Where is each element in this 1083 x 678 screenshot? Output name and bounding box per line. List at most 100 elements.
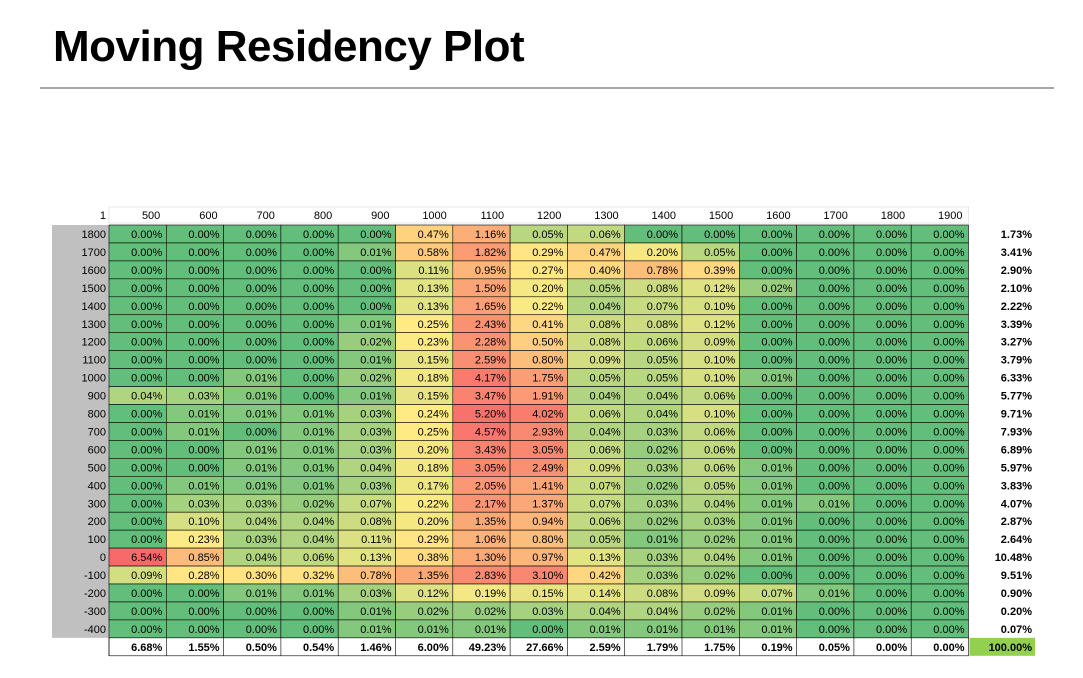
cell-value: 0.01% (246, 373, 277, 385)
cell-value: 0.00% (131, 373, 162, 385)
cell-value: 0.32% (303, 570, 334, 582)
cell-value: 0.01% (303, 462, 334, 474)
cell-value: 0.04% (647, 606, 678, 618)
cell-value: 0.00% (933, 498, 964, 510)
cell-value: 0.25% (418, 319, 449, 331)
row-label-1400: 1400 (82, 301, 106, 313)
row-total--200: 0.90% (1001, 588, 1032, 600)
cell-value: 0.01% (246, 480, 277, 492)
cell-value: 0.01% (360, 391, 391, 403)
cell-value: 0.00% (360, 301, 391, 313)
cell-value: 0.00% (819, 355, 850, 367)
cell-value: 0.29% (418, 534, 449, 546)
row-total-200: 2.87% (1001, 516, 1032, 528)
cell-value: 3.05% (532, 444, 563, 456)
cell-value: 0.00% (761, 337, 792, 349)
cell-value: 1.35% (418, 570, 449, 582)
cell-value: 0.85% (188, 552, 219, 564)
grand-total: 100.00% (989, 642, 1033, 654)
cell-value: 0.04% (246, 552, 277, 564)
cell-value: 0.03% (360, 409, 391, 421)
cell-value: 0.00% (761, 409, 792, 421)
cell-value: 0.04% (589, 301, 620, 313)
cell-value: 0.00% (876, 247, 907, 259)
cell-value: 0.00% (131, 426, 162, 438)
cell-value: 0.78% (647, 265, 678, 277)
cell-value: 0.00% (246, 337, 277, 349)
cell-value: 0.14% (589, 588, 620, 600)
row-label-100: 100 (88, 534, 106, 546)
cell-value: 0.03% (647, 570, 678, 582)
cell-value: 0.01% (761, 373, 792, 385)
cell-value: 0.06% (589, 229, 620, 241)
row-label--300: -300 (84, 606, 106, 618)
cell-value: 4.02% (532, 409, 563, 421)
row-label-800: 800 (88, 409, 106, 421)
cell-value: 0.13% (360, 552, 391, 564)
cell-value: 0.25% (418, 426, 449, 438)
cell-value: 0.08% (647, 319, 678, 331)
cell-value: 0.03% (647, 498, 678, 510)
cell-value: 0.00% (704, 229, 735, 241)
cell-value: 0.00% (303, 373, 334, 385)
cell-value: 1.50% (475, 283, 506, 295)
cell-value: 0.00% (876, 570, 907, 582)
cell-value: 0.00% (876, 391, 907, 403)
cell-value: 0.09% (704, 588, 735, 600)
cell-value: 0.00% (246, 265, 277, 277)
cell-value: 0.00% (819, 409, 850, 421)
cell-value: 0.00% (819, 319, 850, 331)
cell-value: 0.27% (532, 265, 563, 277)
cell-value: 0.38% (418, 552, 449, 564)
grand-total-cell (969, 637, 1035, 656)
cell-value: 0.00% (876, 373, 907, 385)
cell-value: 0.30% (246, 570, 277, 582)
cell-value: 0.00% (819, 444, 850, 456)
cell-value: 0.00% (933, 516, 964, 528)
cell-value: 0.00% (876, 444, 907, 456)
cell-value: 0.01% (360, 606, 391, 618)
cell-value: 0.07% (589, 498, 620, 510)
column-total-1500: 1.75% (704, 642, 735, 654)
cell-value: 0.10% (704, 373, 735, 385)
cell-value: 0.00% (876, 624, 907, 636)
cell-value: 0.20% (418, 444, 449, 456)
cell-value: 0.10% (188, 516, 219, 528)
column-header-700: 700 (257, 210, 275, 222)
cell-value: 0.10% (704, 355, 735, 367)
cell-value: 0.01% (246, 588, 277, 600)
cell-value: 0.06% (647, 337, 678, 349)
cell-value: 5.20% (475, 409, 506, 421)
row-total-300: 4.07% (1001, 498, 1032, 510)
cell-value: 0.06% (704, 426, 735, 438)
cell-value: 0.39% (704, 265, 735, 277)
cell-value: 0.00% (246, 301, 277, 313)
cell-value: 0.01% (761, 516, 792, 528)
cell-value: 2.17% (475, 498, 506, 510)
cell-value: 0.00% (131, 462, 162, 474)
row-total-1400: 2.22% (1001, 301, 1032, 313)
cell-value: 0.00% (360, 283, 391, 295)
cell-value: 0.00% (188, 462, 219, 474)
column-total-1800: 0.00% (876, 642, 907, 654)
row-label-0: 0 (100, 552, 106, 564)
cell-value: 0.01% (761, 480, 792, 492)
cell-value: 0.00% (933, 426, 964, 438)
cell-value: 0.97% (532, 552, 563, 564)
cell-value: 0.00% (131, 301, 162, 313)
cell-value: 0.00% (131, 534, 162, 546)
cell-value: 1.41% (532, 480, 563, 492)
cell-value: 0.00% (876, 516, 907, 528)
cell-value: 1.91% (532, 391, 563, 403)
cell-value: 0.11% (418, 265, 449, 277)
column-total-1600: 0.19% (761, 642, 792, 654)
cell-value: 0.00% (188, 319, 219, 331)
cell-value: 0.02% (475, 606, 506, 618)
cell-value: 0.00% (876, 265, 907, 277)
column-total-1200: 27.66% (526, 642, 564, 654)
row-total-100: 2.64% (1001, 534, 1032, 546)
row-label-1000: 1000 (82, 373, 106, 385)
cell-value: 0.19% (475, 588, 506, 600)
cell-value: 0.47% (589, 247, 620, 259)
